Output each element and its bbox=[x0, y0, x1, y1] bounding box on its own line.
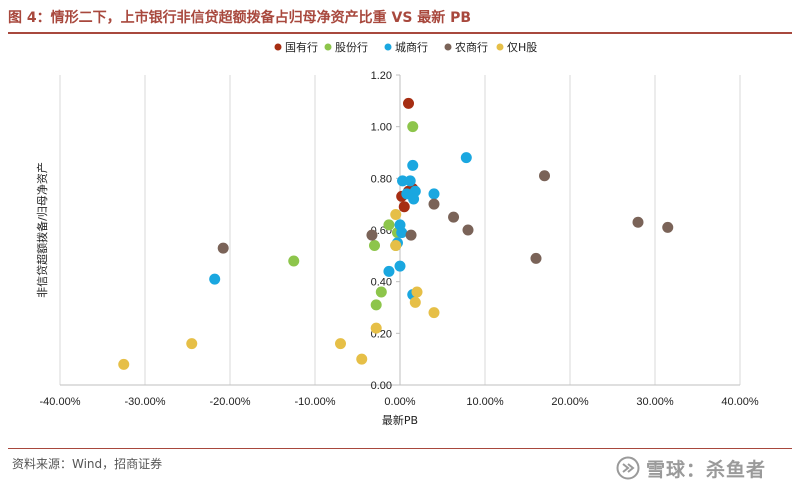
y-tick-label: 1.20 bbox=[371, 70, 392, 82]
snowball-logo-icon bbox=[616, 456, 640, 480]
x-tick-labels: -40.00% -30.00% -20.00% -10.00% 0.00% 10.00% 2… bbox=[40, 396, 759, 408]
data-point-series-3 bbox=[460, 152, 472, 164]
data-point-series-5 bbox=[390, 209, 402, 220]
data-point-series-4 bbox=[448, 211, 460, 223]
footer-rule bbox=[8, 448, 792, 449]
data-point-series-5 bbox=[370, 322, 382, 334]
data-point-series-3 bbox=[428, 188, 440, 200]
data-points bbox=[118, 97, 674, 370]
data-point-series-5 bbox=[335, 338, 346, 350]
x-tick-label: 0.00% bbox=[384, 396, 415, 408]
legend: 国有行 股份行 城商行 农商行 仅H股 bbox=[274, 40, 537, 54]
data-point-series-4 bbox=[405, 229, 417, 241]
data-point-series-2 bbox=[407, 121, 419, 133]
legend-marker-1 bbox=[274, 43, 282, 51]
source-note: 资料来源：Wind，招商证券 bbox=[12, 457, 163, 471]
data-point-series-4 bbox=[539, 170, 550, 182]
x-tick-label: -40.00% bbox=[40, 396, 81, 408]
data-point-series-5 bbox=[118, 358, 130, 370]
x-axis-title: 最新PB bbox=[382, 413, 418, 427]
data-point-series-5 bbox=[390, 240, 402, 251]
data-point-series-3 bbox=[397, 175, 409, 187]
data-point-series-2 bbox=[383, 219, 395, 231]
legend-label: 农商行 bbox=[455, 40, 488, 54]
data-point-series-2 bbox=[369, 240, 380, 251]
data-point-series-3 bbox=[394, 260, 406, 272]
legend-marker-3 bbox=[384, 43, 392, 51]
data-point-series-4 bbox=[217, 242, 229, 254]
x-tick-label: -20.00% bbox=[210, 396, 251, 408]
data-point-series-3 bbox=[407, 159, 419, 171]
data-point-series-3 bbox=[383, 265, 395, 277]
data-point-series-2 bbox=[375, 286, 387, 298]
data-point-series-5 bbox=[186, 338, 198, 350]
data-point-series-3 bbox=[404, 175, 416, 187]
data-point-series-5 bbox=[428, 307, 440, 319]
x-tick-label: 40.00% bbox=[721, 396, 759, 408]
data-point-series-2 bbox=[370, 299, 382, 311]
data-point-series-5 bbox=[409, 296, 421, 308]
x-tick-label: 10.00% bbox=[466, 396, 504, 408]
data-point-series-1 bbox=[398, 201, 410, 213]
scatter-chart: -40.00% -30.00% -20.00% -10.00% 0.00% 10.00% 2… bbox=[35, 40, 759, 427]
title-rule bbox=[8, 32, 792, 34]
data-point-series-5 bbox=[356, 353, 368, 365]
data-point-series-2 bbox=[288, 255, 300, 267]
watermark: 雪球：杀鱼者 bbox=[616, 452, 794, 484]
data-point-series-4 bbox=[662, 221, 674, 233]
y-axis-title: 非信贷超额拨备/归母净资产 bbox=[35, 162, 49, 298]
y-tick-label: 1.00 bbox=[371, 122, 392, 134]
legend-label: 股份行 bbox=[335, 41, 368, 54]
x-tick-label: -30.00% bbox=[125, 396, 166, 408]
data-point-series-3 bbox=[396, 227, 408, 239]
legend-marker-4 bbox=[444, 43, 452, 51]
data-point-series-4 bbox=[530, 252, 542, 264]
watermark-text: 雪球：杀鱼者 bbox=[646, 458, 767, 481]
y-tick-label: 0.00 bbox=[371, 380, 392, 392]
legend-label: 国有行 bbox=[285, 40, 318, 54]
legend-marker-2 bbox=[324, 43, 332, 51]
data-point-series-1 bbox=[403, 97, 414, 109]
data-point-series-4 bbox=[366, 229, 378, 241]
data-point-series-4 bbox=[632, 216, 644, 228]
data-point-series-4 bbox=[462, 224, 474, 236]
data-point-series-4 bbox=[428, 198, 440, 210]
data-point-series-5 bbox=[411, 286, 423, 298]
x-tick-label: 30.00% bbox=[636, 396, 674, 408]
data-point-series-3 bbox=[209, 273, 221, 285]
legend-label: 仅H股 bbox=[507, 41, 537, 54]
y-tick-label: 0.80 bbox=[371, 173, 392, 185]
x-tick-label: -10.00% bbox=[295, 396, 336, 408]
legend-label: 城商行 bbox=[395, 40, 428, 54]
legend-marker-5 bbox=[496, 43, 504, 51]
y-tick-label: 0.40 bbox=[371, 277, 392, 289]
x-tick-label: 20.00% bbox=[551, 396, 589, 408]
figure-title: 图 4：情形二下，上市银行非信贷超额拨备占归母净资产比重 VS 最新 PB bbox=[8, 10, 472, 26]
data-point-series-3 bbox=[408, 193, 420, 205]
